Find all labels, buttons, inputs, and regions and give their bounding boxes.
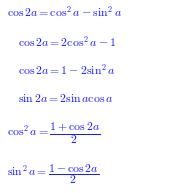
- Text: $\sin^2 a = \dfrac{1 - \cos 2a}{2}$: $\sin^2 a = \dfrac{1 - \cos 2a}{2}$: [7, 162, 99, 185]
- Text: $\cos 2a = 2\cos^2 a - 1$: $\cos 2a = 2\cos^2 a - 1$: [18, 35, 116, 50]
- Text: $\sin 2a = 2\sin a\cos a$: $\sin 2a = 2\sin a\cos a$: [18, 92, 114, 105]
- Text: $\cos 2a = \cos^2 a - \sin^2 a$: $\cos 2a = \cos^2 a - \sin^2 a$: [7, 5, 122, 20]
- Text: $\cos 2a = 1 - 2\sin^2 a$: $\cos 2a = 1 - 2\sin^2 a$: [18, 63, 116, 78]
- Text: $\cos^2 a = \dfrac{1 + \cos 2a}{2}$: $\cos^2 a = \dfrac{1 + \cos 2a}{2}$: [7, 120, 101, 146]
